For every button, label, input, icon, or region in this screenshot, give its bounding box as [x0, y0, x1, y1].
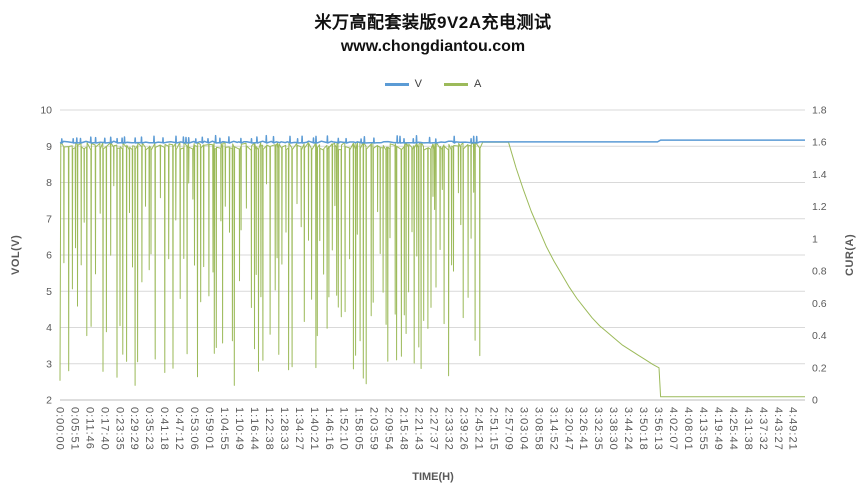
x-axis-tick-label: 0:35:23: [143, 407, 155, 451]
x-axis-tick-label: 2:45:21: [472, 407, 484, 451]
x-axis-tick-label: 0:00:00: [54, 407, 66, 451]
y-axis-left-tick-label: 3: [46, 358, 52, 370]
x-axis-tick-label: 3:03:04: [517, 407, 529, 451]
x-axis-tick-label: 3:14:52: [547, 407, 559, 451]
x-axis-tick-label: 4:49:21: [787, 407, 799, 451]
x-axis-tick-label: 4:02:07: [667, 407, 679, 451]
x-axis-tick-label: 2:39:26: [458, 407, 470, 451]
x-axis-tick-label: 2:57:09: [502, 407, 514, 451]
series-current-line: [59, 141, 805, 398]
chart-subtitle: www.chongdiantou.com: [340, 38, 526, 55]
x-axis-tick-label: 1:22:38: [263, 407, 275, 451]
x-axis-tick-label: 0:17:40: [98, 407, 110, 451]
x-axis-tick-label: 2:33:32: [443, 407, 455, 451]
y-axis-right-tick-label: 1.2: [812, 201, 827, 213]
legend-item-voltage: V: [384, 78, 422, 90]
y-axis-right-tick-label: 0: [812, 395, 818, 407]
x-axis-tick-label: 3:38:30: [607, 407, 619, 451]
chart-title: 米万高配套装版9V2A充电测试: [314, 13, 552, 32]
x-axis-tick-label: 2:21:43: [413, 407, 425, 451]
legend-line-swatch-voltage: [384, 82, 409, 86]
x-axis-tick-label: 3:32:35: [592, 407, 604, 451]
y-axis-left-tick-label: 2: [46, 395, 52, 407]
x-axis-tick-label: 1:46:16: [323, 407, 335, 451]
y-axis-right-tick-label: 0.2: [812, 362, 827, 374]
y-axis-left-tick-label: 9: [46, 141, 52, 153]
x-axis-tick-label: 3:56:13: [652, 407, 664, 451]
x-axis-tick-label: 0:59:01: [203, 407, 215, 451]
x-axis-tick-label: 0:23:35: [113, 407, 125, 451]
y-axis-right-tick-label: 0.6: [812, 298, 827, 310]
x-axis-tick-label: 3:08:58: [532, 407, 544, 451]
x-axis-tick-label: 2:51:15: [487, 407, 499, 451]
y-axis-right-tick-label: 0.8: [812, 266, 827, 278]
x-axis-tick-label: 1:04:55: [218, 407, 230, 451]
x-axis-tick-label: 1:28:33: [278, 407, 290, 451]
y-axis-left-tick-label: 4: [46, 322, 52, 334]
x-axis-tick-label: 2:03:59: [368, 407, 380, 451]
x-axis-title: TIME(H): [412, 471, 454, 483]
legend-item-current: A: [444, 78, 481, 90]
x-axis-tick-label: 0:05:51: [68, 407, 80, 451]
x-axis-tick-label: 1:10:49: [233, 407, 245, 451]
x-axis-tick-label: 1:52:10: [338, 407, 350, 451]
chart-legend: V A: [0, 78, 866, 90]
x-axis-tick-label: 3:26:41: [577, 407, 589, 451]
x-axis-tick-label: 0:11:46: [83, 407, 95, 450]
legend-line-swatch-current: [444, 82, 468, 86]
y-axis-right-tick-label: 1.8: [812, 105, 827, 117]
x-axis-tick-label: 4:31:38: [742, 407, 754, 451]
x-axis-tick-label: 2:15:48: [398, 407, 410, 451]
y-axis-left-tick-label: 5: [46, 286, 52, 298]
y-axis-right-tick-label: 1.4: [812, 169, 827, 181]
x-axis-tick-label: 4:13:55: [697, 407, 709, 451]
x-axis-tick-label: 1:34:27: [293, 407, 305, 451]
y-axis-left-tick-label: 8: [46, 177, 52, 189]
x-axis-tick-label: 4:19:49: [712, 407, 724, 451]
legend-label-current: A: [474, 78, 482, 90]
x-axis-tick-label: 4:25:44: [727, 407, 739, 451]
x-axis-tick-label: 3:50:18: [637, 407, 649, 451]
x-axis-tick-label: 2:27:37: [428, 407, 440, 451]
x-axis-tick-label: 3:44:24: [622, 407, 634, 451]
legend-label-voltage: V: [414, 78, 422, 90]
x-axis-tick-label: 0:29:29: [128, 407, 140, 451]
x-axis-tick-label: 0:53:06: [188, 407, 200, 451]
x-axis-tick-label: 1:16:44: [248, 407, 260, 451]
series-voltage-line: [59, 134, 805, 144]
y-axis-left-tick-label: 6: [46, 250, 52, 262]
x-axis-tick-label: 3:20:47: [562, 407, 574, 451]
x-axis-tick-label: 1:40:21: [308, 407, 320, 451]
x-axis-tick-label: 1:58:05: [353, 407, 365, 451]
x-axis-tick-label: 0:41:18: [158, 407, 170, 451]
x-axis-tick-label: 4:43:27: [772, 407, 784, 451]
x-axis-tick-label: 4:08:01: [682, 407, 694, 451]
y-axis-left-tick-label: 7: [46, 213, 52, 225]
y-axis-right-tick-label: 1: [812, 233, 818, 245]
y-axis-left-tick-label: 10: [40, 105, 52, 117]
x-axis-tick-label: 2:09:54: [383, 407, 395, 451]
y-axis-right-tick-label: 0.4: [812, 330, 827, 342]
x-axis-tick-label: 0:47:12: [173, 407, 185, 451]
x-axis-tick-label: 4:37:32: [757, 407, 769, 451]
y-axis-right-tick-label: 1.6: [812, 137, 827, 149]
